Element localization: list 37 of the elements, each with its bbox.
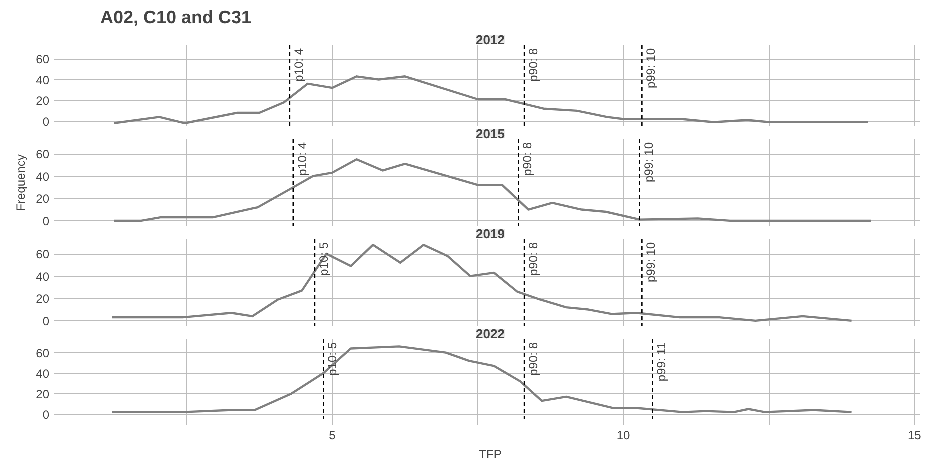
chart-title: 2022: [476, 326, 505, 342]
y-tick-label: 60: [36, 346, 50, 360]
ref-line-label: p10: 4: [295, 142, 310, 176]
y-axis-title: Frequency: [14, 154, 28, 212]
y-tick-label: 20: [36, 192, 50, 206]
y-tick-label: 60: [36, 248, 50, 262]
y-tick-label: 60: [36, 52, 50, 66]
ref-line-label: p99: 11: [654, 342, 669, 382]
x-tick-label: 15: [908, 428, 922, 442]
chart-title: 2019: [476, 226, 505, 242]
ref-line-label: p10: 5: [326, 342, 340, 376]
ref-line-label: p90: 8: [526, 242, 541, 276]
y-tick-label: 0: [42, 114, 50, 129]
ref-line-label: p99: 10: [644, 48, 658, 89]
x-tick-label: 10: [616, 428, 631, 442]
chart-subtitle: A02, C10 and C31: [100, 8, 252, 28]
y-tick-label: 40: [36, 170, 50, 184]
ref-line-label: p90: 8: [526, 342, 541, 376]
y-tick-label: 0: [42, 408, 50, 422]
chart-title: 2015: [476, 126, 505, 142]
ref-line-label: p10: 4: [292, 48, 306, 82]
chart-title: 2012: [476, 32, 505, 48]
ref-line-label: p99: 10: [642, 142, 656, 183]
ref-line-label: p10: 5: [316, 242, 331, 276]
y-tick-label: 20: [36, 292, 50, 306]
ref-line-label: p90: 8: [526, 48, 541, 82]
y-tick-label: 0: [42, 214, 50, 228]
y-tick-label: 20: [36, 387, 50, 402]
ref-line-label: p99: 10: [644, 242, 658, 283]
y-tick-label: 40: [36, 73, 50, 88]
y-tick-label: 40: [36, 270, 50, 284]
y-tick-label: 40: [36, 366, 50, 381]
ref-line-label: p90: 8: [520, 142, 535, 176]
x-tick-label: 5: [329, 428, 336, 442]
y-tick-label: 60: [36, 148, 50, 162]
y-tick-label: 0: [42, 314, 50, 328]
y-tick-label: 20: [36, 94, 50, 108]
